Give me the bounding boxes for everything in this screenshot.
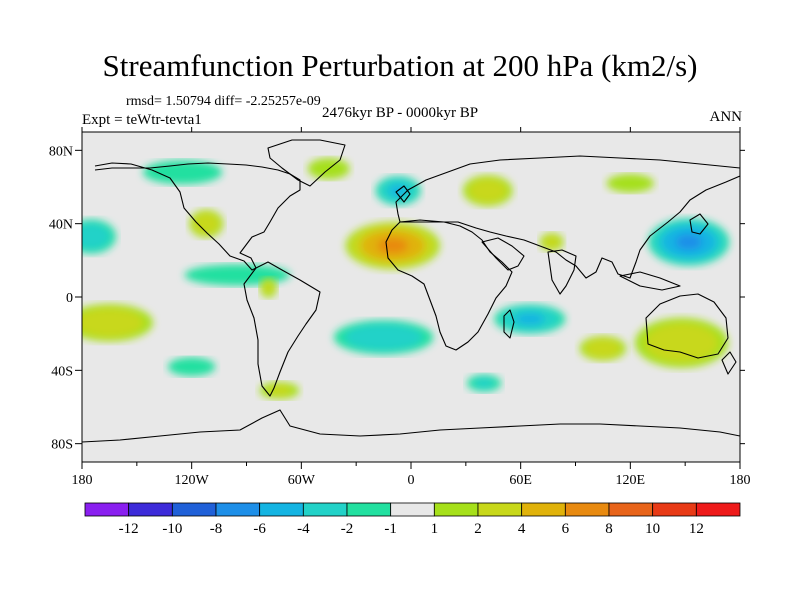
colorbar-swatch (259, 502, 304, 517)
colorbar-swatch (564, 502, 610, 517)
colorbar-swatch (608, 502, 654, 517)
colorbar-label: 1 (431, 521, 439, 537)
colorbar-label: 12 (689, 521, 704, 537)
y-tick-label: 0 (66, 291, 73, 306)
anomaly-contour-band (82, 308, 144, 338)
colorbar-label: -2 (341, 521, 354, 537)
colorbar-label: 8 (605, 521, 613, 537)
colorbar-swatch (390, 502, 435, 517)
coastline-antarctica (82, 409, 740, 443)
anomaly-contour-band (344, 323, 423, 351)
coastline-eurasia (395, 155, 740, 279)
anomaly-north-africa-max (345, 222, 440, 270)
x-tick-label: 120W (175, 473, 210, 488)
colorbar-swatch (433, 502, 479, 517)
colorbar-label: -4 (297, 521, 310, 537)
anomaly-contour-band (675, 234, 703, 250)
x-tick-label: 180 (72, 473, 93, 488)
coastline-japan (689, 213, 709, 235)
y-tick-label: 40S (51, 364, 73, 379)
colorbar-label: -1 (384, 521, 397, 537)
y-tick-label: 80S (51, 438, 73, 453)
coastline-greenland (267, 139, 346, 187)
anomaly-arabia-max (539, 232, 564, 252)
colorbar-swatch (477, 502, 523, 517)
colorbar-swatch (171, 502, 217, 517)
colorbar-swatch (302, 502, 348, 517)
x-tick-label: 0 (408, 473, 415, 488)
anomaly-indian-ocean-min (494, 304, 566, 334)
anomaly-contour-band (377, 237, 409, 254)
anomaly-s-africa-south-min (466, 374, 502, 392)
anomaly-contour-band (267, 385, 292, 396)
season-label: ANN (709, 109, 743, 125)
x-tick-label: 60W (288, 473, 316, 488)
coastline-british-isles (395, 185, 411, 203)
x-tick-label: 60E (509, 473, 532, 488)
anomaly-australia-max (634, 317, 729, 368)
coastline-madagascar (503, 309, 515, 339)
coastline-africa (385, 219, 513, 351)
x-tick-label: 180 (730, 473, 751, 488)
coastline-maritime-continent (619, 271, 681, 291)
coastline-india (547, 249, 577, 295)
anomaly-ne-pacific-min (82, 219, 116, 254)
coastlines (82, 139, 740, 443)
anomaly-contour-band (167, 357, 216, 376)
coastline-north-america (94, 162, 301, 271)
anomaly-contour-band (543, 235, 561, 249)
y-tick-label: 40N (49, 218, 73, 233)
coastline-arabia (481, 237, 525, 271)
colorbar-label: 2 (474, 521, 482, 537)
colorbar-label: 6 (562, 521, 570, 537)
colorbar: -12 -10 -8 -6 -4 -2 -1 1 2 4 6 8 10 12 (84, 502, 741, 537)
map-axes: 180 120W 60W 0 60E 120E 180 80N 40N 0 40S 80S (49, 127, 751, 488)
colorbar-label: 4 (518, 521, 526, 537)
anomaly-contour-band (192, 212, 220, 235)
anomaly-s-pacific-max (82, 303, 153, 342)
anomaly-contour-band (82, 223, 111, 250)
chart-title: Streamfunction Perturbation at 200 hPa (… (102, 48, 698, 83)
x-tick-label: 120E (616, 473, 646, 488)
y-tick-label: 80N (49, 144, 73, 159)
colorbar-swatch (521, 502, 566, 517)
colorbar-swatch (128, 502, 173, 517)
anomaly-contour-band (142, 160, 223, 185)
anomaly-canada-min (142, 160, 223, 185)
anomaly-amazon-max (259, 277, 278, 298)
anomaly-siberia-max (606, 174, 655, 193)
anomaly-contour-band (468, 178, 508, 203)
coastline-south-america (243, 261, 321, 397)
colorbar-label: 10 (645, 521, 660, 537)
anomaly-s-indian-max (579, 335, 627, 361)
coastline-new-zealand (721, 351, 737, 375)
map-area (81, 131, 741, 463)
anomaly-contour-band (515, 313, 545, 325)
colorbar-label: -12 (119, 521, 139, 537)
colorbar-label: -6 (253, 521, 266, 537)
anomaly-w-usa-max (189, 209, 224, 238)
anomaly-contour-band (644, 323, 719, 363)
coastline-australia (645, 293, 729, 359)
anomaly-contour-band (473, 377, 495, 389)
anomaly-contour-band (584, 338, 622, 359)
rmsd-diff-label: rmsd= 1.50794 diff= -2.25257e-09 (126, 94, 321, 109)
colorbar-label: -8 (210, 521, 223, 537)
time-period-label: 2476kyr BP - 0000kyr BP (322, 105, 479, 121)
anomaly-se-pacific-min (167, 357, 216, 376)
colorbar-label: -10 (162, 521, 182, 537)
colorbar-swatch (346, 502, 392, 517)
anomaly-contour-band (263, 281, 274, 294)
colorbar-swatch (84, 502, 130, 517)
anomaly-e-europe-max (462, 175, 513, 207)
anomaly-nw-pacific-min (648, 218, 730, 266)
colorbar-swatch (652, 502, 697, 517)
anomaly-contour-band (606, 174, 655, 193)
anomaly-s-atlantic-min (333, 320, 434, 355)
experiment-label: Expt = teWtr-tevta1 (82, 112, 202, 128)
colorbar-swatch (695, 502, 741, 517)
colorbar-swatch (215, 502, 261, 517)
